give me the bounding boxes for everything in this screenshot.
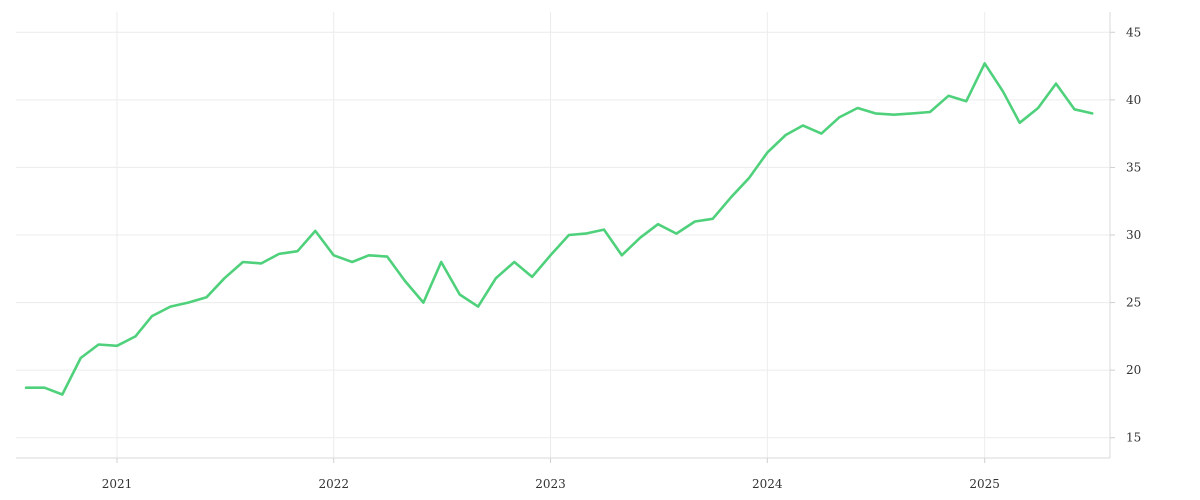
y-tick-label: 40: [1126, 93, 1141, 107]
y-tick-label: 30: [1126, 228, 1141, 242]
y-tick-label: 20: [1126, 363, 1141, 377]
series-layer: [24, 62, 1094, 396]
axes: [16, 12, 1115, 463]
x-tick-label: 2024: [752, 477, 783, 491]
series-line: [24, 62, 1094, 396]
x-tick-label: 2023: [535, 477, 566, 491]
y-tick-label: 35: [1126, 160, 1141, 174]
data-points: [26, 63, 1092, 394]
y-tick-label: 25: [1126, 296, 1141, 310]
x-tick-label: 2022: [318, 477, 349, 491]
x-tick-label: 2021: [102, 477, 133, 491]
x-tick-label: 2025: [969, 477, 1000, 491]
y-tick-label: 15: [1126, 431, 1141, 445]
grid: [16, 12, 1110, 458]
y-tick-label: 45: [1126, 25, 1141, 39]
